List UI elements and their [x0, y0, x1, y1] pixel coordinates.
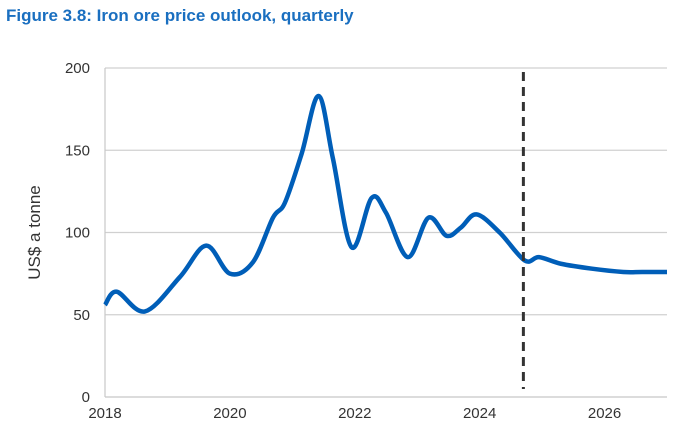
chart-title: Figure 3.8: Iron ore price outlook, quar…	[6, 6, 354, 25]
x-tick-label: 2022	[338, 405, 371, 422]
y-tick-label: 50	[73, 307, 90, 324]
y-tick-label: 0	[82, 389, 90, 406]
y-tick-label: 150	[65, 142, 90, 159]
y-tick-label: 200	[65, 60, 90, 77]
x-tick-label: 2024	[463, 405, 496, 422]
price-line	[103, 93, 667, 314]
x-tick-label: 2020	[213, 405, 246, 422]
y-axis-label: US$ a tonne	[25, 185, 44, 280]
x-tick-label: 2026	[588, 405, 621, 422]
x-tick-label: 2018	[88, 405, 121, 422]
y-tick-label: 100	[65, 225, 90, 242]
